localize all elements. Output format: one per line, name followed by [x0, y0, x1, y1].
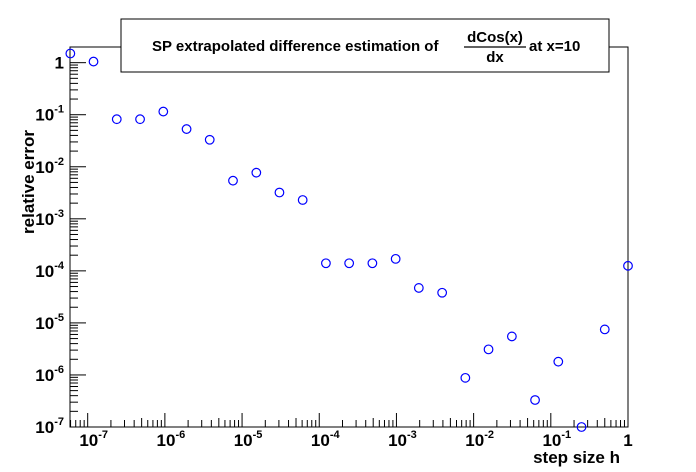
data-point [228, 175, 238, 186]
data-point [483, 344, 494, 355]
data-point [623, 260, 633, 271]
data-point [297, 195, 308, 205]
y-tick-label: 10-3 [35, 208, 64, 229]
data-point [274, 187, 285, 198]
title-suffix: at x=10 [529, 38, 580, 55]
title-prefix: SP extrapolated difference estimation of [152, 38, 439, 55]
frame [69, 46, 629, 428]
data-point [344, 258, 355, 269]
x-tick-label: 10-1 [542, 429, 571, 450]
y-tick-label: 10-5 [35, 312, 64, 333]
x-tick-label: 10-5 [234, 429, 263, 450]
data-point [88, 56, 99, 67]
title-box [120, 18, 610, 73]
data-point [135, 114, 145, 125]
data-point [460, 372, 471, 383]
title-denominator: dx [486, 49, 504, 66]
y-tick-label: 1 [55, 54, 64, 73]
title-numerator: dCos(x) [467, 29, 523, 46]
y-tick-label: 10-1 [35, 104, 64, 125]
x-tick-label: 10-4 [311, 429, 341, 450]
data-point [576, 422, 587, 432]
data-point [321, 258, 331, 269]
data-point [251, 167, 262, 178]
data-point [111, 114, 122, 125]
data-point [553, 356, 564, 367]
data-point [181, 124, 192, 134]
y-tick-label: 10-4 [35, 260, 65, 281]
data-point [413, 283, 424, 293]
data-point [158, 106, 169, 117]
x-tick-label: 10-6 [157, 429, 186, 450]
data-point [437, 287, 448, 298]
data-points [65, 48, 633, 432]
data-point [367, 258, 378, 269]
y-tick-label: 10-7 [35, 416, 64, 437]
data-point [65, 48, 76, 59]
y-tick-label: 10-6 [35, 364, 64, 385]
y-axis-ticks: 1 10-1 10-2 10-3 10-4 10-5 10-6 10-7 [35, 46, 86, 437]
y-axis-title: relative error [19, 130, 38, 234]
x-tick-label: 1 [623, 431, 632, 450]
data-point [506, 331, 517, 342]
x-tick-label: 10-3 [388, 429, 417, 450]
y-tick-label: 10-2 [35, 156, 64, 177]
data-point [390, 253, 401, 264]
data-point [204, 134, 215, 145]
x-axis-ticks: 10-7 10-6 10-5 10-4 10-3 10-2 10-1 1 [70, 413, 633, 450]
x-tick-label: 10-7 [79, 429, 108, 450]
x-axis-title: step size h [533, 448, 620, 467]
x-tick-label: 10-2 [465, 429, 494, 450]
data-point [599, 324, 610, 335]
data-point [530, 395, 540, 405]
chart-title: SP extrapolated difference estimation of… [120, 18, 610, 73]
